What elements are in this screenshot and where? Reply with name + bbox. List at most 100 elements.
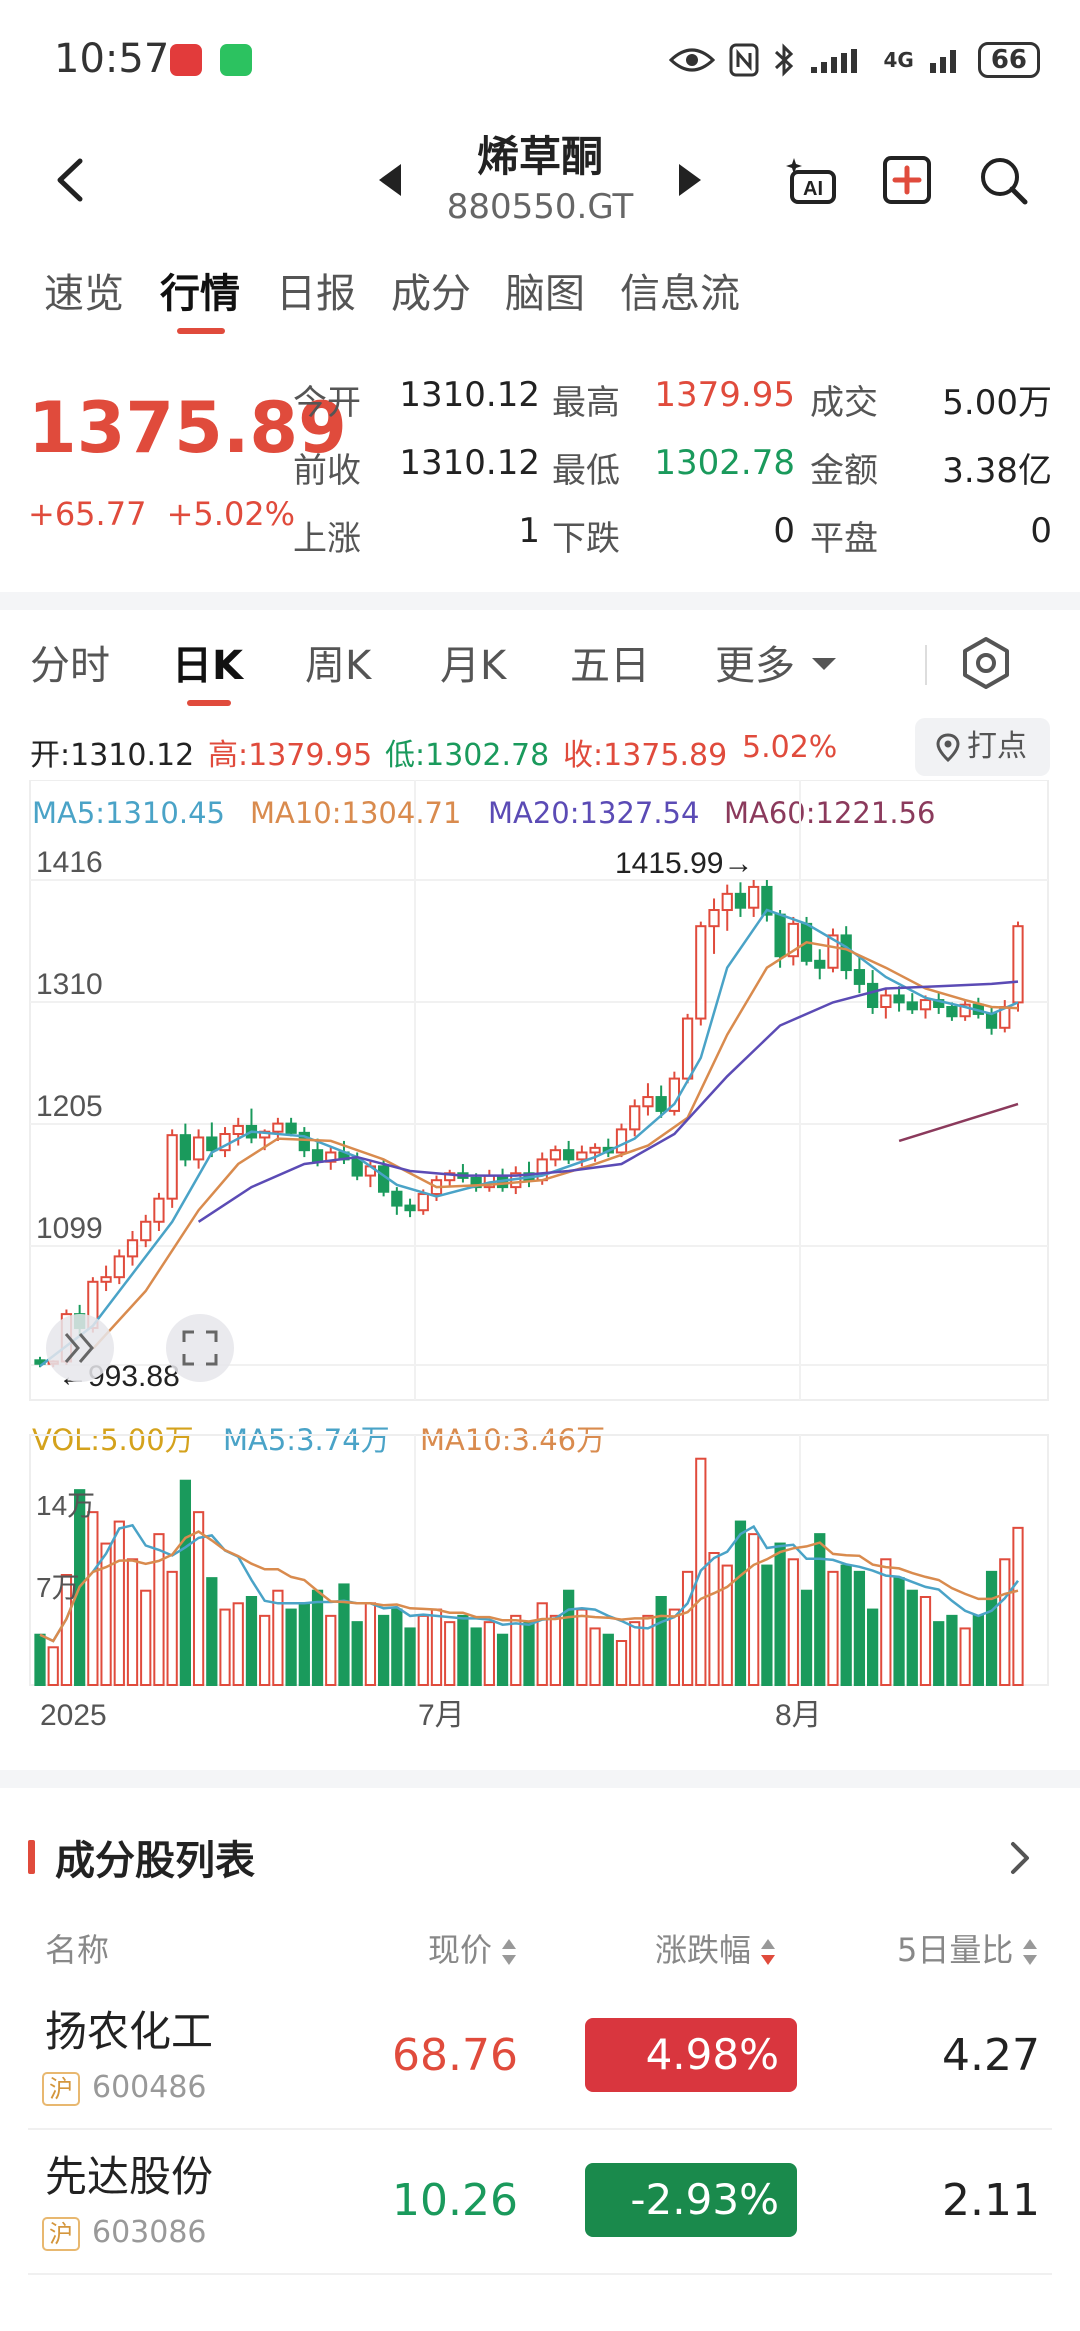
volume-label: 成交	[810, 383, 878, 423]
candle-up	[1012, 925, 1024, 1004]
col-ratio-header[interactable]: 5日量比	[897, 1925, 1039, 1971]
tab-mind-map[interactable]: 脑图	[505, 271, 585, 317]
candle-up	[959, 1003, 971, 1018]
col-pct-header[interactable]: 涨跌幅	[655, 1925, 777, 1971]
candle-down	[866, 982, 879, 1009]
x-tick-label: 2025	[40, 1699, 107, 1732]
y-tick-label: 1099	[36, 1212, 103, 1245]
volume-bar-up	[748, 1533, 760, 1687]
status-bar: 10:57 4G 66	[0, 0, 1080, 120]
volume-bar-up	[589, 1627, 601, 1687]
volume-bar-down	[893, 1577, 905, 1687]
last-price: 1375.89	[28, 387, 347, 469]
high-label: 最高	[552, 383, 620, 423]
back-button[interactable]	[50, 155, 90, 205]
volume-bar-up	[549, 1614, 562, 1686]
ai-icon[interactable]: AI	[780, 150, 840, 210]
volume-bar-up	[787, 1558, 799, 1686]
open-value: 1310.12	[399, 375, 540, 415]
volume-bar-down	[774, 1542, 786, 1686]
volume-bar-up	[708, 1552, 720, 1686]
candle-down	[906, 1001, 918, 1011]
price-pane-frame	[29, 780, 1049, 1401]
volume-bar-down	[351, 1621, 363, 1687]
prev-index-button[interactable]	[375, 160, 405, 200]
up-count-label: 上涨	[293, 519, 361, 559]
y-tick-label: 1416	[36, 846, 103, 879]
volume-bar-down	[377, 1614, 390, 1686]
tab-quote[interactable]: 行情	[160, 271, 240, 317]
volume-bar-up	[999, 1558, 1011, 1686]
candle-up	[153, 1197, 165, 1223]
row-divider	[28, 2128, 1052, 2130]
volume-bar-up	[919, 1596, 932, 1686]
mark-point-label: 打点	[967, 729, 1027, 764]
volume-bar-down	[34, 1633, 46, 1687]
location-pin-icon	[936, 732, 960, 762]
x-tick-label: 8月	[775, 1699, 822, 1732]
volume-bar-down	[563, 1589, 575, 1687]
stock-name: 先达股份	[45, 2152, 214, 2201]
nfc-icon	[729, 43, 759, 77]
change-pct-badge: -2.93%	[585, 2163, 797, 2237]
battery-icon: 66	[977, 42, 1040, 78]
candle-up	[748, 885, 760, 909]
collapse-panel-button[interactable]	[46, 1314, 114, 1382]
candle-up	[721, 892, 733, 912]
volume-bar-up	[166, 1570, 178, 1686]
candle-up	[787, 922, 799, 958]
stock-price: 10.26	[392, 2175, 518, 2226]
ktab-weekly[interactable]: 周K	[305, 643, 372, 689]
low-value: 1302.78	[654, 443, 795, 483]
constituents-header[interactable]: 成分股列表	[0, 1800, 1080, 1900]
tab-constituents[interactable]: 成分	[391, 271, 471, 317]
ktab-intraday[interactable]: 分时	[30, 643, 110, 689]
volume-bar-up	[153, 1533, 165, 1687]
volume-bar-down	[985, 1570, 998, 1686]
market-badge: 沪	[42, 2072, 80, 2106]
double-chevron-icon	[64, 1333, 94, 1363]
volume-bar-up	[536, 1602, 548, 1686]
ktab-five-day[interactable]: 五日	[570, 643, 650, 689]
tab-active-indicator	[177, 328, 225, 334]
next-index-button[interactable]	[675, 160, 705, 200]
nav-bar: 烯草酮 880550.GT AI	[0, 115, 1080, 245]
candle-up	[589, 1146, 601, 1154]
tab-overview[interactable]: 速览	[44, 271, 124, 317]
chevron-down-icon[interactable]	[810, 655, 838, 673]
volume-bar-up	[113, 1520, 125, 1686]
add-watchlist-icon[interactable]	[877, 150, 937, 210]
col-price-header[interactable]: 现价	[428, 1925, 518, 1971]
ktab-daily[interactable]: 日K	[172, 643, 243, 689]
mark-point-button[interactable]: 打点	[915, 718, 1050, 776]
chevron-right-icon[interactable]	[1005, 1840, 1035, 1876]
search-icon[interactable]	[973, 150, 1033, 210]
ktab-more[interactable]: 更多	[715, 643, 795, 689]
tab-info-flow[interactable]: 信息流	[620, 271, 740, 317]
ktab-active-indicator	[187, 700, 231, 706]
candle-up	[827, 934, 839, 969]
volume-bar-up	[325, 1614, 337, 1686]
candle-up	[681, 1017, 694, 1080]
y-tick-label: 1205	[36, 1090, 103, 1123]
volume-bar-up	[430, 1608, 443, 1686]
kline-chart[interactable]: 14161310120510991415.99→←993.8814万7万2025…	[0, 780, 1080, 1740]
candle-down	[404, 1204, 416, 1212]
chart-settings-icon[interactable]	[958, 635, 1014, 691]
candle-up	[113, 1255, 125, 1279]
candle-down	[814, 959, 826, 969]
volume-bar-down	[972, 1614, 984, 1686]
price-change: +65.77 +5.02%	[28, 495, 295, 533]
fullscreen-button[interactable]	[166, 1314, 234, 1382]
tab-daily-report[interactable]: 日报	[276, 271, 356, 317]
volume-bar-up	[272, 1589, 284, 1687]
volume-bar-up	[827, 1570, 839, 1686]
volume-bar-down	[179, 1479, 192, 1687]
volume-bar-down	[206, 1577, 218, 1687]
candle-down	[298, 1131, 310, 1152]
volume-bar-up	[126, 1558, 139, 1686]
vol-tick-label: 14万	[36, 1490, 95, 1521]
ktab-monthly[interactable]: 月K	[440, 643, 507, 689]
change-value: +65.77	[28, 495, 147, 533]
volume-bar-down	[655, 1596, 667, 1686]
